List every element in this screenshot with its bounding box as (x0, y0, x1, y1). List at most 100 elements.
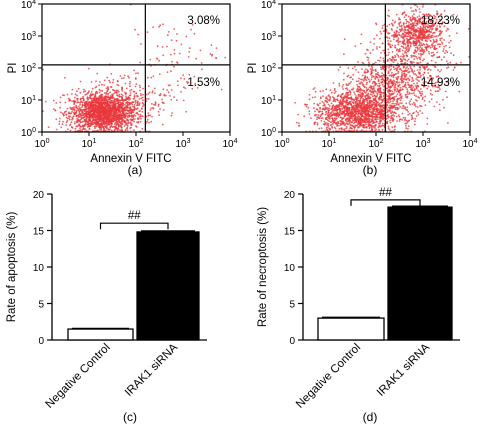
data-point (348, 102, 351, 105)
data-point (419, 105, 421, 107)
data-point (123, 125, 126, 127)
data-point (80, 116, 83, 119)
data-point (319, 102, 321, 105)
data-point (356, 83, 359, 86)
data-point (424, 28, 427, 30)
data-point (380, 91, 383, 94)
data-point (108, 98, 111, 101)
data-point (344, 94, 347, 96)
x-axis-label: Annexin V FITC (90, 153, 171, 165)
data-point (369, 108, 372, 111)
data-point (113, 110, 116, 112)
data-point (195, 57, 198, 60)
data-point (169, 95, 171, 97)
data-point (141, 108, 143, 110)
data-point (85, 101, 87, 104)
data-point (110, 73, 113, 75)
data-point (419, 36, 421, 39)
data-point (95, 122, 98, 124)
data-point (111, 99, 113, 102)
data-point (452, 13, 455, 16)
data-point (92, 93, 95, 96)
data-point (107, 114, 109, 117)
data-point (89, 108, 91, 110)
data-point (359, 99, 362, 101)
data-point (351, 108, 353, 111)
data-point (430, 28, 433, 31)
data-point (59, 101, 61, 104)
data-point (129, 92, 132, 94)
data-point (391, 80, 394, 83)
data-point (66, 119, 69, 122)
data-point (393, 86, 396, 89)
data-point (114, 119, 116, 122)
data-point (356, 101, 359, 104)
data-point (79, 91, 82, 94)
data-point (120, 116, 123, 119)
data-point (105, 108, 108, 111)
data-point (447, 122, 449, 124)
data-point (102, 129, 105, 131)
data-point (407, 67, 410, 70)
data-point (82, 91, 85, 93)
data-point (394, 106, 397, 109)
data-point (429, 92, 432, 95)
data-point (162, 88, 165, 91)
data-point (427, 77, 429, 79)
data-point (408, 47, 411, 50)
x-tick-label: 104 (222, 138, 237, 150)
data-point (185, 80, 188, 83)
data-point (371, 66, 374, 69)
data-point (377, 113, 379, 115)
data-point (89, 122, 92, 125)
data-point (348, 118, 350, 121)
data-point (319, 90, 322, 93)
tick-exponent: 3 (187, 138, 191, 145)
data-point (343, 100, 346, 103)
data-point (342, 121, 345, 124)
data-point (127, 114, 130, 117)
data-point (329, 98, 331, 101)
data-point (396, 66, 399, 69)
data-point (401, 112, 404, 115)
data-point (343, 124, 346, 127)
data-point (303, 115, 306, 118)
data-point (351, 115, 354, 118)
data-point (399, 106, 401, 108)
data-point (170, 114, 173, 117)
data-point (58, 120, 61, 123)
data-point (91, 87, 94, 90)
data-point (96, 91, 98, 93)
data-point (148, 91, 151, 94)
data-point (387, 80, 390, 83)
data-point (341, 118, 343, 121)
data-point (143, 104, 145, 106)
data-point (406, 60, 409, 62)
data-point (127, 101, 130, 104)
data-point (86, 120, 89, 123)
data-point (117, 109, 119, 112)
data-point (401, 13, 404, 16)
data-point (109, 81, 111, 84)
data-point (376, 101, 379, 103)
data-point (114, 112, 117, 115)
data-point (96, 100, 99, 103)
data-point (395, 81, 398, 83)
data-point (103, 92, 106, 95)
data-point (124, 103, 126, 106)
data-point (361, 115, 364, 117)
data-point (127, 75, 129, 78)
data-point (131, 111, 134, 113)
data-point (79, 99, 82, 101)
data-point (371, 94, 373, 96)
data-point (76, 114, 79, 117)
data-point (426, 82, 429, 84)
data-point (187, 81, 190, 83)
data-point (407, 26, 410, 28)
data-point (316, 123, 319, 126)
data-point (436, 43, 439, 46)
data-point (138, 84, 141, 87)
data-point (444, 90, 447, 93)
data-point (386, 98, 389, 100)
data-point (113, 89, 116, 92)
